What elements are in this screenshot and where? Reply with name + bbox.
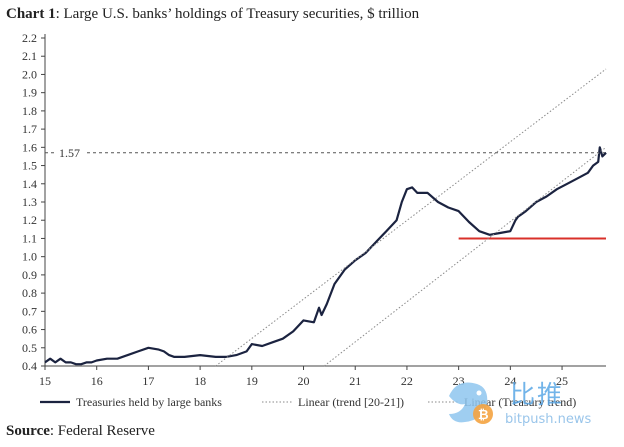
- y-tick-label: 2.1: [22, 49, 37, 63]
- reference-label: 1.57: [59, 146, 80, 160]
- reference-label-bg: [55, 144, 87, 161]
- series-line-trend-2: [323, 146, 607, 367]
- source-text: : Federal Reserve: [49, 423, 155, 439]
- y-tick-label: 0.7: [22, 304, 37, 318]
- svg-text:₿: ₿: [478, 408, 489, 423]
- x-tick-label: 19: [246, 374, 258, 388]
- y-tick-label: 1.4: [22, 177, 37, 191]
- legend-label: Treasuries held by large banks: [76, 395, 222, 409]
- bitpush-watermark: ₿ 比推 bitpush.news: [443, 372, 623, 442]
- y-tick-label: 1.6: [22, 140, 37, 154]
- y-tick-label: 1.7: [22, 122, 37, 136]
- x-tick-label: 25: [556, 374, 568, 388]
- y-tick-label: 0.6: [22, 323, 37, 337]
- y-tick-label: 1.8: [22, 104, 37, 118]
- y-tick-label: 1.5: [22, 159, 37, 173]
- x-tick-label: 17: [142, 374, 154, 388]
- chart-title-prefix: Chart 1: [6, 6, 56, 22]
- x-tick-label: 16: [91, 374, 103, 388]
- y-tick-label: 1.0: [22, 250, 37, 264]
- chart-canvas: 0.4 0.5 0.6 0.7 0.8 0.9 1.0 1.1 1.2 1.3 1.4 1.5 1.6 1…: [22, 31, 607, 409]
- x-tick-label: 15: [39, 374, 51, 388]
- y-tick-label: 1.3: [22, 195, 37, 209]
- source-prefix: Source: [6, 423, 50, 439]
- watermark-cn-text: 比推: [510, 380, 565, 409]
- x-tick-label: 24: [504, 374, 516, 388]
- y-tick-label: 1.1: [22, 231, 37, 245]
- chart-source: Source: Federal Reserve: [6, 423, 155, 440]
- x-tick-label: 21: [349, 374, 361, 388]
- x-tick-label: 20: [298, 374, 310, 388]
- y-tick-label: 0.4: [22, 359, 37, 373]
- y-tick-label: 2.2: [22, 31, 37, 45]
- legend-label: Linear (Treasury trend): [464, 395, 576, 409]
- series-line-trend-1: [215, 68, 607, 367]
- watermark-en-text: bitpush.news: [505, 412, 592, 427]
- x-tick-label: 22: [401, 374, 413, 388]
- y-tick-label: 1.9: [22, 86, 37, 100]
- chart-title-text: : Large U.S. banks’ holdings of Treasury…: [55, 6, 420, 22]
- legend-label: Linear (trend [20-21]): [298, 395, 404, 409]
- x-tick-label: 18: [194, 374, 206, 388]
- y-tick-label: 2.0: [22, 67, 37, 81]
- y-tick-label: 0.9: [22, 268, 37, 282]
- bird-logo-icon: ₿: [449, 382, 493, 424]
- y-tick-label: 0.5: [22, 341, 37, 355]
- y-tick-label: 1.2: [22, 213, 37, 227]
- chart-title: Chart 1: Large U.S. banks’ holdings of T…: [6, 6, 419, 23]
- series-line-treasuries: [44, 146, 607, 366]
- y-tick-label: 0.8: [22, 286, 37, 300]
